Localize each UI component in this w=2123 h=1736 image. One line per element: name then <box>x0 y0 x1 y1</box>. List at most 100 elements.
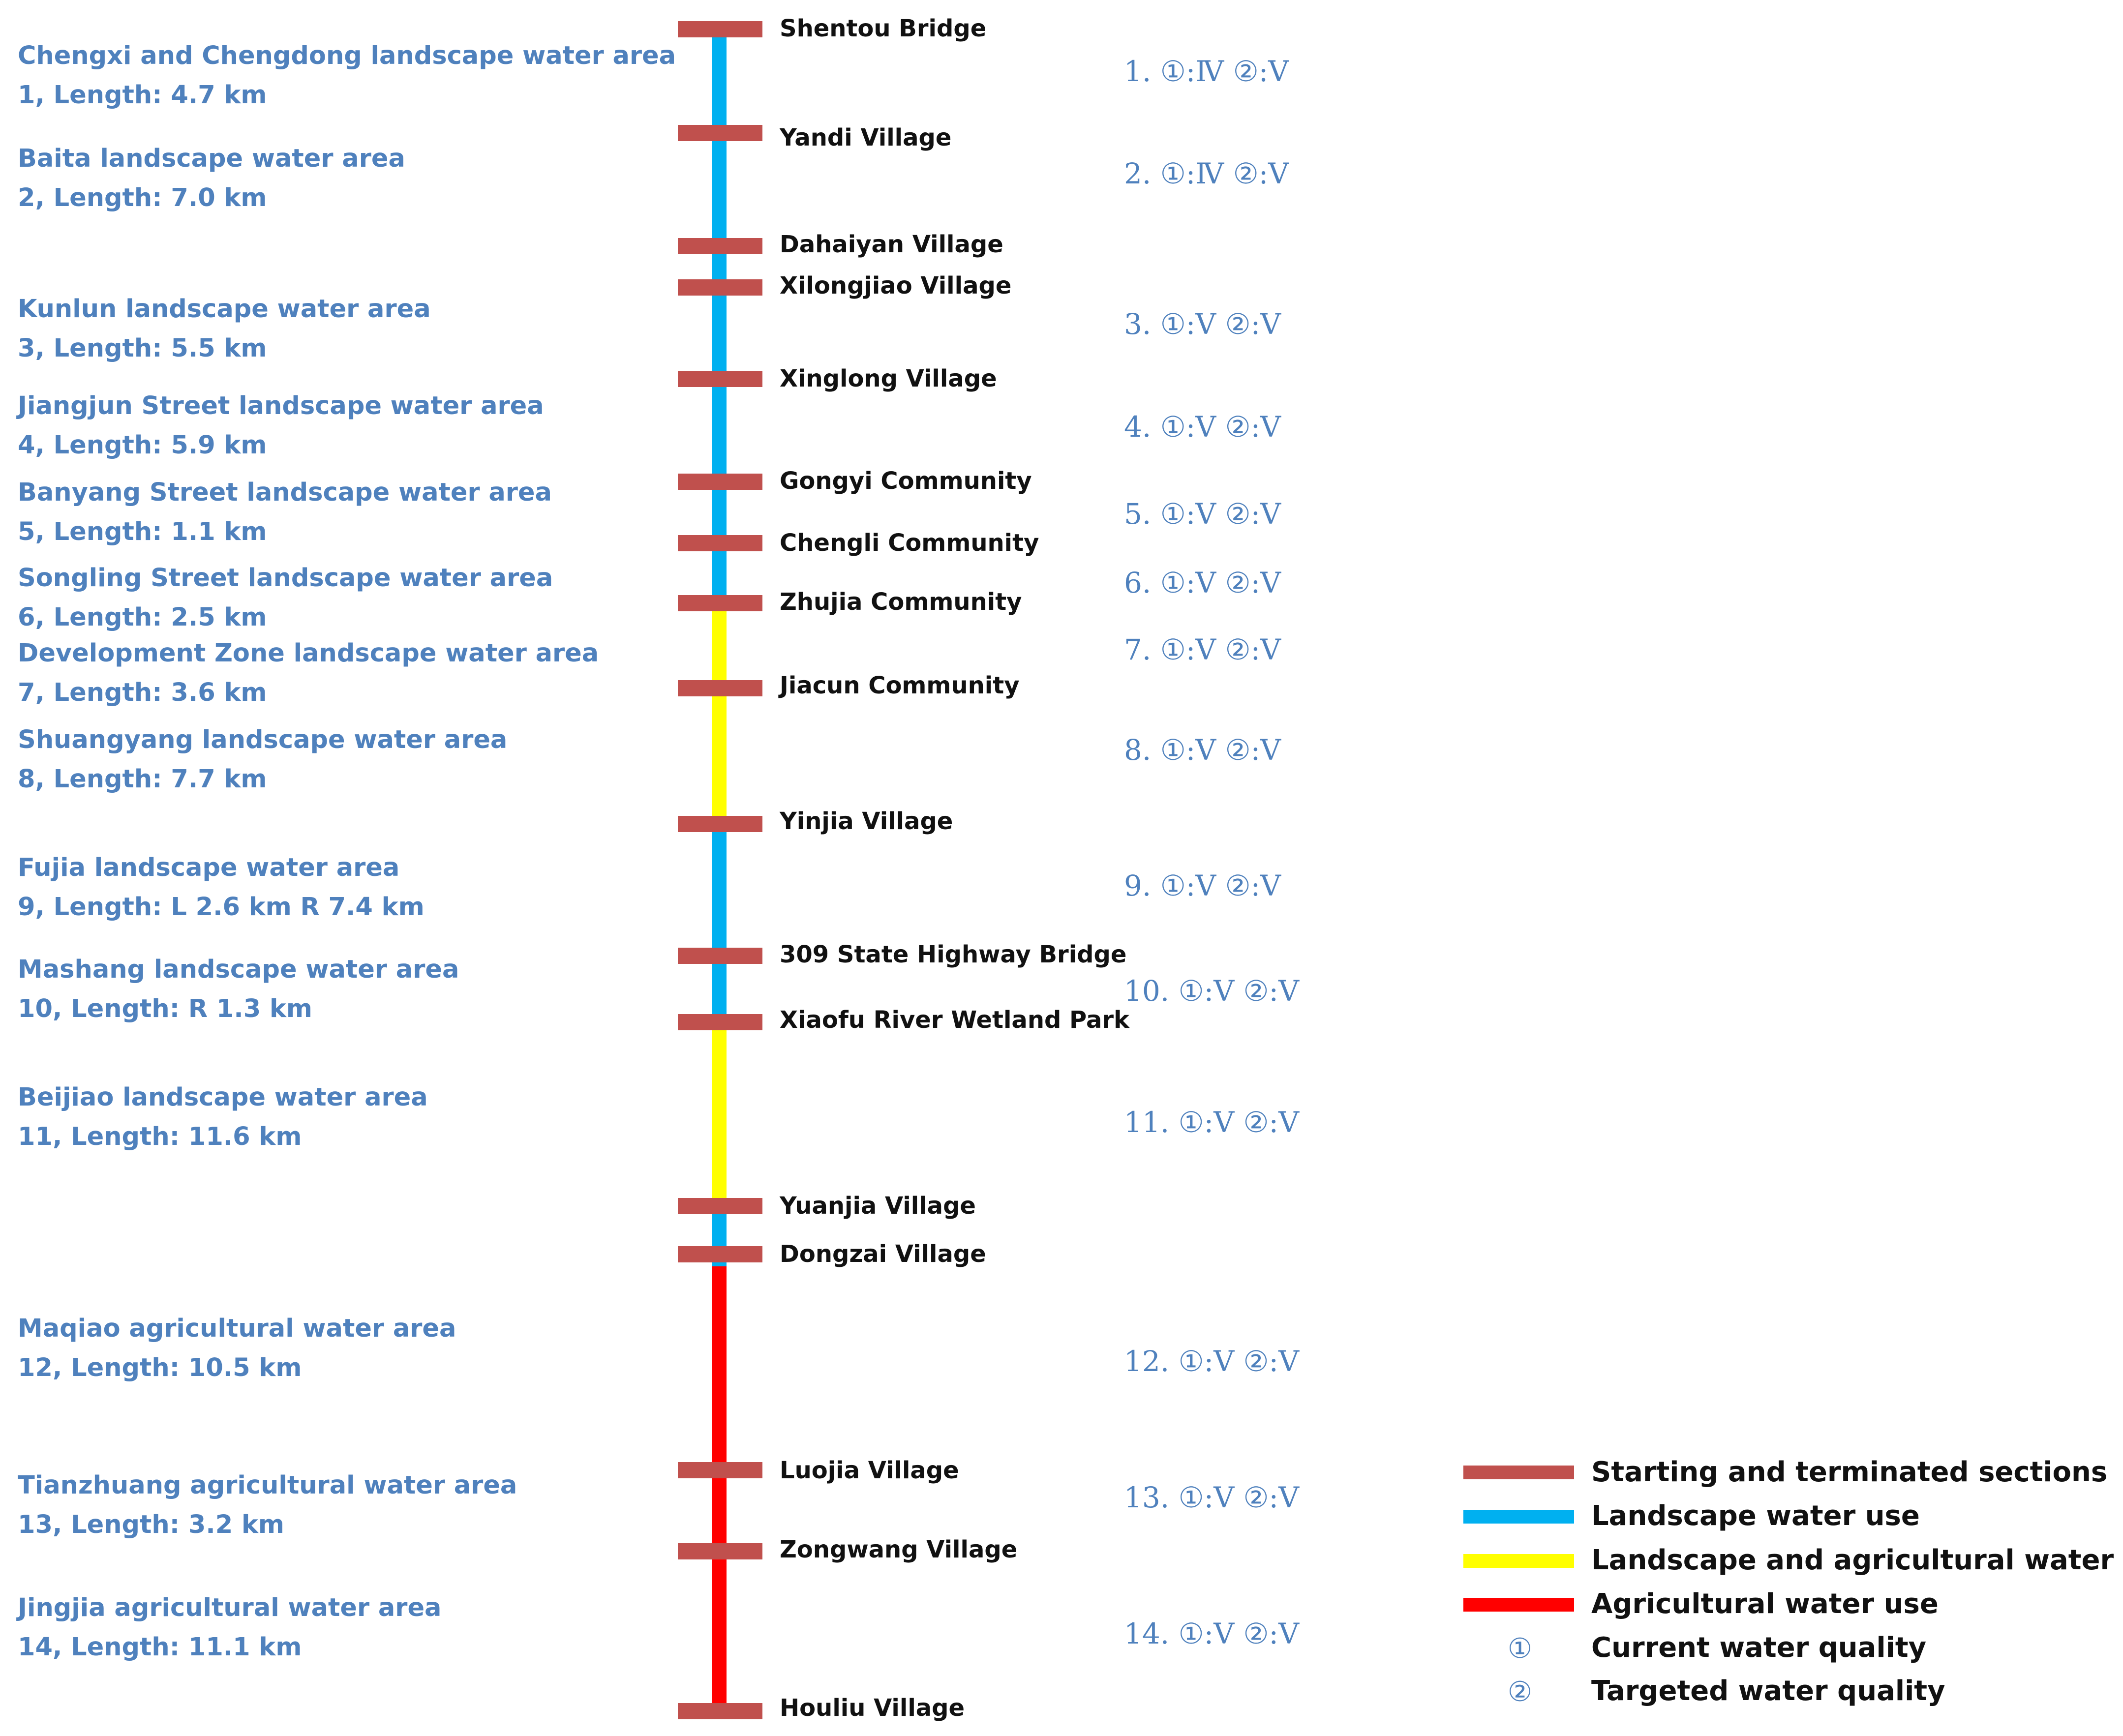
quality-label: 2. ①:Ⅳ ②:Ⅴ <box>1124 157 1289 190</box>
legend-label-sections: Starting and terminated sections <box>1591 1456 2108 1488</box>
quality-label: 4. ①:Ⅴ ②:Ⅴ <box>1124 410 1281 444</box>
quality-label: 8. ①:Ⅴ ②:Ⅴ <box>1124 733 1281 767</box>
legend-swatch-agricultural <box>1463 1598 1574 1612</box>
section-marker-yandi-village <box>678 125 762 141</box>
section-marker-chengli-community <box>678 535 762 551</box>
zone-label-14: Jingjia agricultural water area 14, Leng… <box>18 1588 441 1667</box>
zone-name: Jingjia agricultural water area <box>18 1593 442 1622</box>
section-marker-gongyi-community <box>678 474 762 490</box>
zone-name: Beijiao landscape water area <box>18 1083 428 1112</box>
zone-name: Mashang landscape water area <box>18 955 459 984</box>
station-label: Dongzai Village <box>780 1240 986 1268</box>
zone-label-6: Songling Street landscape water area 6, … <box>18 559 553 637</box>
station-label: Yandi Village <box>780 124 952 151</box>
zone-label-9: Fujia landscape water area 9, Length: L … <box>18 848 425 927</box>
river-segment-landscape-agricultural-upper <box>712 608 727 819</box>
section-marker-dongzai-village <box>678 1246 762 1262</box>
zone-label-12: Maqiao agricultural water area 12, Lengt… <box>18 1309 456 1388</box>
zone-name: Jiangjun Street landscape water area <box>18 391 544 420</box>
quality-label: 5. ①:Ⅴ ②:Ⅴ <box>1124 497 1281 531</box>
quality-label: 1. ①:Ⅳ ②:Ⅴ <box>1124 55 1289 88</box>
legend-label-landscape: Landscape water use <box>1591 1500 1920 1532</box>
section-marker-309-state-highway-bridge <box>678 948 762 964</box>
zone-label-4: Jiangjun Street landscape water area 4, … <box>18 387 544 465</box>
zone-name: Fujia landscape water area <box>18 853 400 882</box>
station-label: Yinjia Village <box>780 808 953 835</box>
legend-label-agricultural: Agricultural water use <box>1591 1588 1939 1620</box>
station-label: Houliu Village <box>780 1694 965 1722</box>
zone-length: 1, Length: 4.7 km <box>18 81 267 110</box>
zone-name: Baita landscape water area <box>18 144 405 173</box>
quality-label: 10. ①:Ⅴ ②:Ⅴ <box>1124 974 1299 1008</box>
river-segment-landscape-agricultural-lower <box>712 1025 727 1207</box>
zone-length: 12, Length: 10.5 km <box>18 1353 302 1382</box>
station-label: Dahaiyan Village <box>780 231 1003 258</box>
zone-length: 2, Length: 7.0 km <box>18 183 267 212</box>
quality-label: 9. ①:Ⅴ ②:Ⅴ <box>1124 869 1281 902</box>
section-marker-zhujia-community <box>678 595 762 611</box>
circled-two-icon: ② <box>1507 1676 1533 1708</box>
zone-label-3: Kunlun landscape water area 3, Length: 5… <box>18 290 431 368</box>
quality-label: 3. ①:Ⅴ ②:Ⅴ <box>1124 307 1281 341</box>
legend-swatch-landscape-agricultural <box>1463 1554 1574 1568</box>
zone-length: 6, Length: 2.5 km <box>18 603 267 632</box>
legend-label-targeted: Targeted water quality <box>1591 1675 1945 1707</box>
station-label: Jiacun Community <box>780 672 1020 699</box>
zone-label-10: Mashang landscape water area 10, Length:… <box>18 950 459 1029</box>
section-marker-houliu-village <box>678 1703 762 1719</box>
station-label: Xinglong Village <box>780 365 997 392</box>
legend-label-landscape-agricultural: Landscape and agricultural water use <box>1591 1544 2123 1576</box>
zone-label-11: Beijiao landscape water area 11, Length:… <box>18 1078 428 1157</box>
quality-label: 11. ①:Ⅴ ②:Ⅴ <box>1124 1106 1299 1139</box>
section-marker-xilongjiao-village <box>678 279 762 296</box>
zone-name: Maqiao agricultural water area <box>18 1314 456 1343</box>
quality-label: 14. ①:Ⅴ ②:Ⅴ <box>1124 1617 1299 1650</box>
zone-label-1: Chengxi and Chengdong landscape water ar… <box>18 36 676 115</box>
river-segment-landscape-middle <box>712 819 727 1025</box>
quality-label: 12. ①:Ⅴ ②:Ⅴ <box>1124 1345 1299 1378</box>
zone-length: 5, Length: 1.1 km <box>18 517 267 546</box>
zone-label-13: Tianzhuang agricultural water area 13, L… <box>18 1466 517 1545</box>
zone-length: 7, Length: 3.6 km <box>18 678 267 707</box>
station-label: Luojia Village <box>780 1457 959 1484</box>
zone-length: 11, Length: 11.6 km <box>18 1122 302 1151</box>
circled-one-icon: ① <box>1507 1633 1533 1665</box>
quality-label: 6. ①:Ⅴ ②:Ⅴ <box>1124 566 1281 599</box>
station-label: Zongwang Village <box>780 1536 1018 1563</box>
quality-label: 7. ①:Ⅴ ②:Ⅴ <box>1124 633 1281 666</box>
section-marker-yinjia-village <box>678 816 762 832</box>
zone-length: 4, Length: 5.9 km <box>18 431 267 460</box>
zone-name: Banyang Street landscape water area <box>18 478 552 507</box>
section-marker-dahaiyan-village <box>678 238 762 254</box>
section-marker-jiacun-community <box>678 680 762 696</box>
zone-label-2: Baita landscape water area 2, Length: 7.… <box>18 139 405 218</box>
station-label: Shentou Bridge <box>780 15 987 42</box>
zone-label-5: Banyang Street landscape water area 5, L… <box>18 473 552 552</box>
section-marker-zongwang-village <box>678 1543 762 1559</box>
zone-label-8: Shuangyang landscape water area 8, Lengt… <box>18 720 507 799</box>
zone-name: Shuangyang landscape water area <box>18 725 508 754</box>
section-marker-yuanjia-village <box>678 1198 762 1214</box>
zone-length: 10, Length: R 1.3 km <box>18 994 313 1023</box>
legend-swatch-sections <box>1463 1466 1574 1479</box>
legend-label-current: Current water quality <box>1591 1632 1927 1664</box>
zone-label-7: Development Zone landscape water area 7,… <box>18 634 599 713</box>
zone-name: Kunlun landscape water area <box>18 295 431 324</box>
station-label: Xilongjiao Village <box>780 272 1012 299</box>
station-label: Zhujia Community <box>780 588 1022 616</box>
river-segment-agricultural <box>712 1266 727 1711</box>
zone-length: 14, Length: 11.1 km <box>18 1633 302 1662</box>
section-marker-xinglong-village <box>678 371 762 387</box>
zone-name: Development Zone landscape water area <box>18 639 599 668</box>
zone-length: 13, Length: 3.2 km <box>18 1510 284 1539</box>
zone-name: Songling Street landscape water area <box>18 564 553 593</box>
station-label: 309 State Highway Bridge <box>780 941 1127 968</box>
section-marker-xiaofu-river-wetland-park <box>678 1014 762 1030</box>
zone-name: Tianzhuang agricultural water area <box>18 1471 517 1500</box>
legend-swatch-landscape <box>1463 1510 1574 1524</box>
quality-label: 13. ①:Ⅴ ②:Ⅴ <box>1124 1481 1299 1514</box>
station-label: Gongyi Community <box>780 467 1032 495</box>
station-label: Chengli Community <box>780 529 1039 557</box>
